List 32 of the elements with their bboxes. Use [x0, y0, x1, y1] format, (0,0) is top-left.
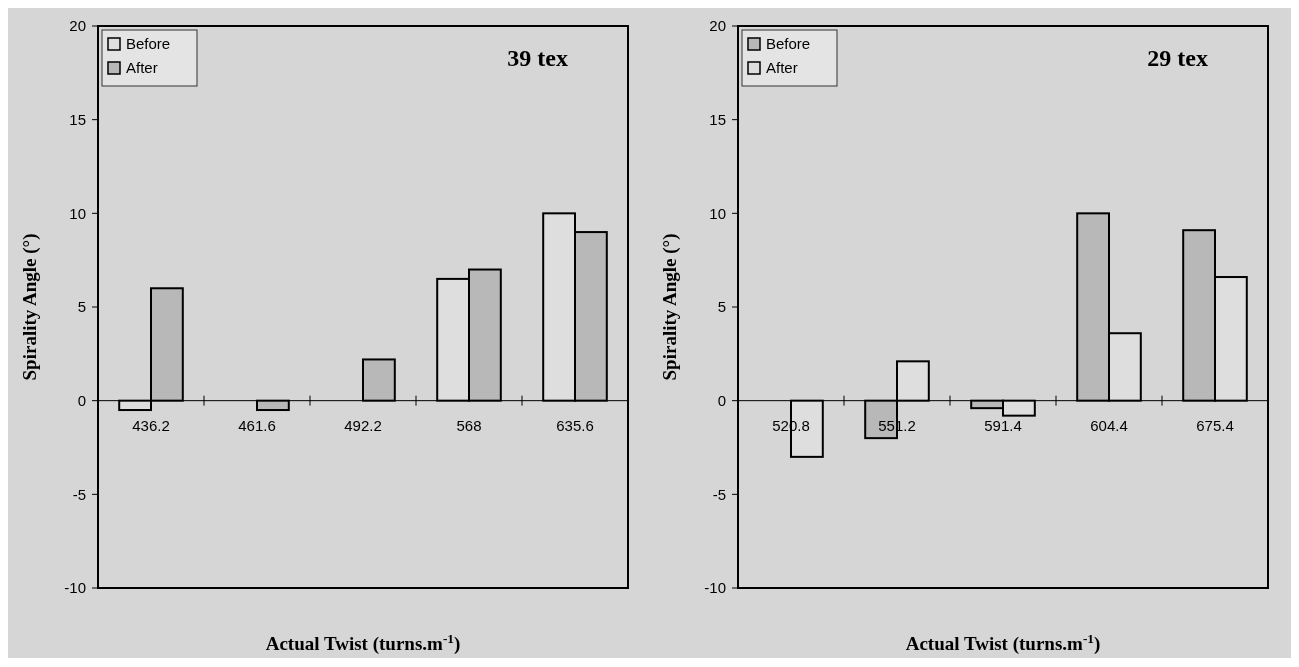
y-tick-label: 5 — [717, 298, 726, 316]
y-tick-label: 5 — [77, 298, 86, 316]
y-tick-label: 15 — [709, 110, 726, 128]
y-tick-label: 0 — [717, 391, 726, 409]
y-tick-label: 20 — [69, 17, 86, 35]
y-tick-label: 0 — [77, 391, 86, 409]
legend-label: After — [766, 59, 798, 76]
x-tick-label: 604.4 — [1090, 416, 1128, 434]
legend-label: After — [126, 59, 158, 76]
x-tick-label: 568 — [456, 416, 482, 434]
y-tick-label: 10 — [709, 204, 726, 222]
y-tick-label: -10 — [64, 579, 86, 597]
y-tick-label: -10 — [704, 579, 726, 597]
y-tick-label: 15 — [69, 110, 86, 128]
legend-label: Before — [126, 35, 171, 52]
x-axis-title: Actual Twist (turns.m$^{-1}$) — [905, 630, 1101, 655]
y-tick-label: -5 — [72, 485, 86, 503]
y-tick-label: 20 — [709, 17, 726, 35]
x-tick-label: 436.2 — [132, 416, 170, 434]
text: 39 tex — [507, 45, 568, 71]
x-axis-title: Actual Twist (turns.m$^{-1}$) — [265, 630, 461, 655]
y-tick-label: -5 — [712, 485, 726, 503]
x-tick-label: 635.6 — [556, 416, 594, 434]
y-axis-title: Spirality Angle (°) — [659, 233, 681, 381]
x-tick-label: 461.6 — [238, 416, 276, 434]
x-tick-label: 591.4 — [984, 416, 1022, 434]
y-axis-title: Spirality Angle (°) — [19, 233, 41, 381]
x-tick-label: 492.2 — [344, 416, 382, 434]
x-tick-label: 675.4 — [1196, 416, 1234, 434]
text: 29 tex — [1147, 45, 1208, 71]
legend-label: Before — [766, 35, 811, 52]
y-tick-label: 10 — [69, 204, 86, 222]
